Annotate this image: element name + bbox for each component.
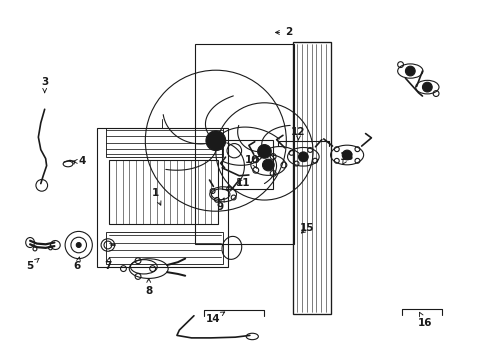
Text: 11: 11 — [235, 178, 250, 188]
Text: 1: 1 — [151, 188, 161, 205]
Bar — [221, 140, 273, 189]
Bar — [106, 128, 223, 157]
Circle shape — [405, 66, 415, 76]
Circle shape — [258, 145, 271, 158]
Text: 5: 5 — [26, 258, 39, 271]
Text: 10: 10 — [245, 156, 260, 168]
Bar — [97, 128, 228, 267]
Circle shape — [76, 243, 81, 247]
Text: 7: 7 — [104, 257, 112, 271]
Text: 8: 8 — [145, 279, 152, 296]
Text: 13: 13 — [340, 152, 354, 165]
Text: 3: 3 — [41, 77, 49, 93]
Text: 9: 9 — [216, 198, 224, 212]
Circle shape — [263, 159, 274, 171]
Bar — [106, 232, 223, 264]
Text: 4: 4 — [73, 157, 86, 166]
Circle shape — [298, 152, 308, 162]
Text: 2: 2 — [275, 27, 293, 37]
Text: 15: 15 — [300, 223, 315, 233]
Bar — [109, 160, 218, 224]
Bar — [196, 44, 294, 244]
Text: 14: 14 — [206, 312, 225, 324]
Text: 16: 16 — [417, 312, 432, 328]
Circle shape — [206, 131, 226, 150]
Text: 6: 6 — [74, 257, 81, 271]
Circle shape — [342, 150, 352, 160]
Bar — [293, 42, 331, 314]
Text: 12: 12 — [291, 127, 306, 140]
Circle shape — [422, 82, 432, 92]
